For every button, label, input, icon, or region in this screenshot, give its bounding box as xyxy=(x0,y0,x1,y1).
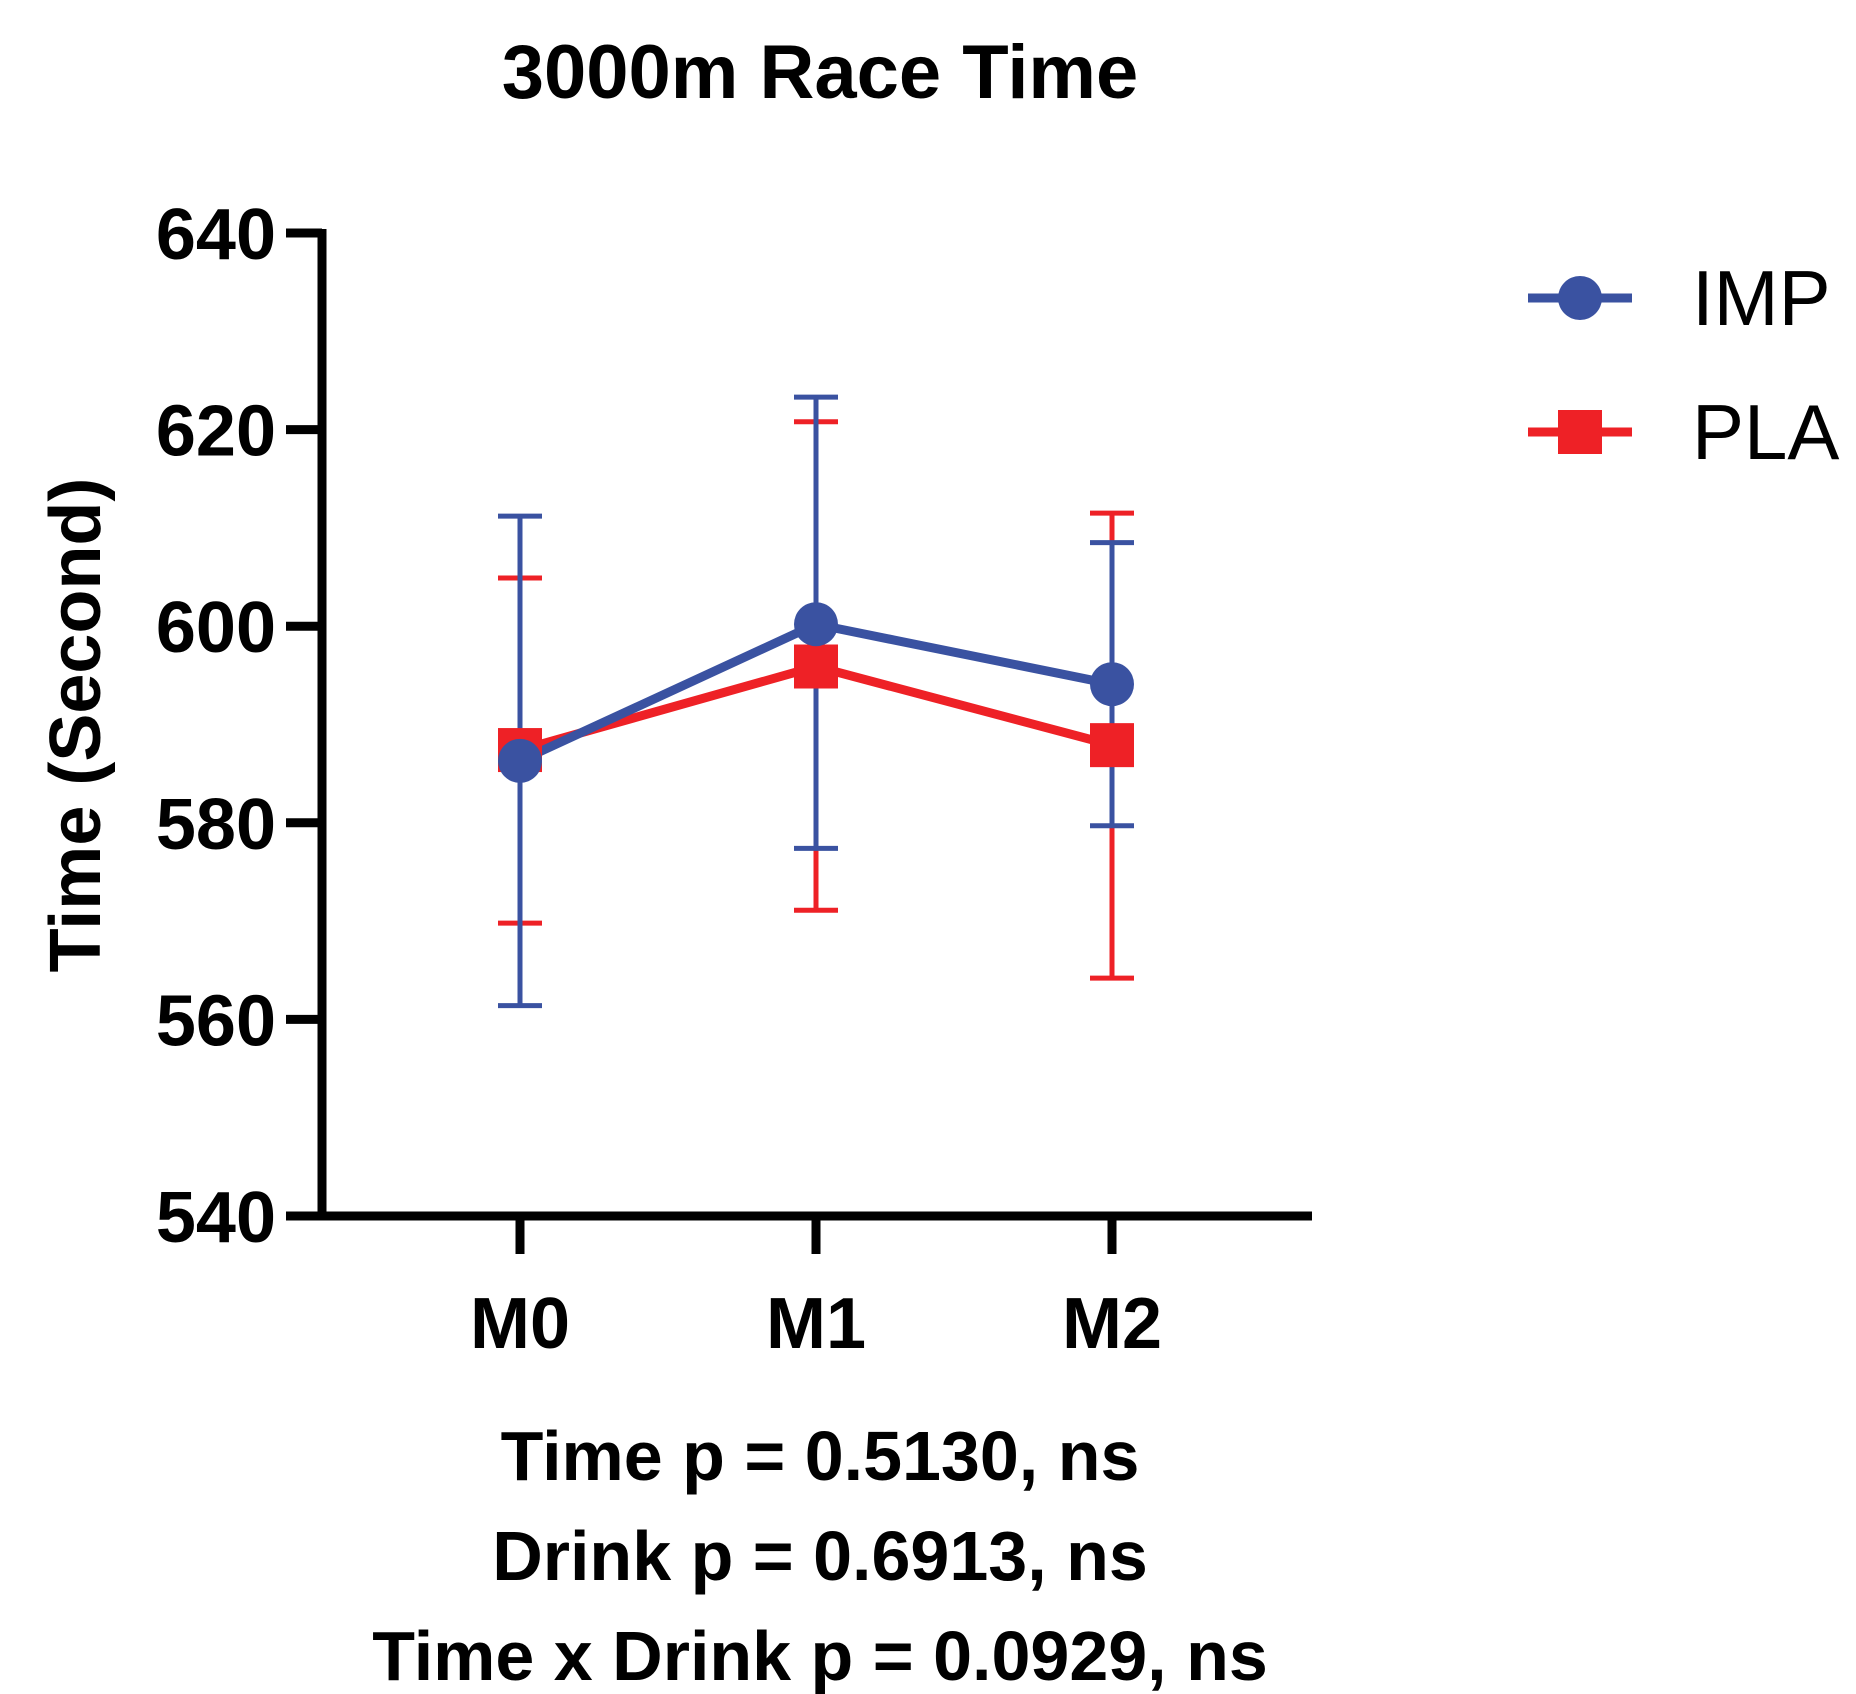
y-axis-label: Time (Second) xyxy=(36,478,116,973)
y-tick-label: 580 xyxy=(156,785,276,865)
chart-title: 3000m Race Time xyxy=(502,30,1139,115)
y-tick-label: 620 xyxy=(156,392,276,472)
x-tick-label: M0 xyxy=(470,1284,570,1364)
legend: IMP PLA xyxy=(1528,254,1839,476)
data-markers xyxy=(498,602,1134,783)
data-point-imp xyxy=(794,602,838,647)
y-tick-label: 560 xyxy=(156,981,276,1061)
stat-time: Time p = 0.5130, ns xyxy=(501,1417,1140,1495)
legend-item-pla: PLA xyxy=(1528,388,1839,476)
statistics-annotation: Time p = 0.5130, ns Drink p = 0.6913, ns… xyxy=(372,1417,1268,1694)
y-tick-label: 600 xyxy=(156,588,276,668)
legend-marker-imp xyxy=(1558,276,1602,320)
y-tick-label: 540 xyxy=(156,1178,276,1258)
data-point-imp xyxy=(1090,662,1134,707)
x-tick-label: M2 xyxy=(1062,1284,1162,1364)
data-point-pla xyxy=(1090,723,1134,768)
y-tick-label: 640 xyxy=(156,195,276,275)
legend-label-pla: PLA xyxy=(1692,388,1839,476)
legend-label-imp: IMP xyxy=(1692,254,1831,342)
data-point-imp xyxy=(498,738,542,783)
y-axis-ticks: 540 560 580 600 620 640 xyxy=(156,195,322,1258)
stat-interaction: Time x Drink p = 0.0929, ns xyxy=(372,1617,1268,1694)
x-tick-label: M1 xyxy=(766,1284,866,1364)
error-bars xyxy=(498,394,1134,1009)
stat-drink: Drink p = 0.6913, ns xyxy=(492,1517,1148,1595)
legend-marker-pla xyxy=(1558,410,1602,454)
legend-item-imp: IMP xyxy=(1528,254,1831,342)
x-axis-ticks: M0 M1 M2 xyxy=(470,1216,1162,1364)
data-point-pla xyxy=(794,644,838,689)
